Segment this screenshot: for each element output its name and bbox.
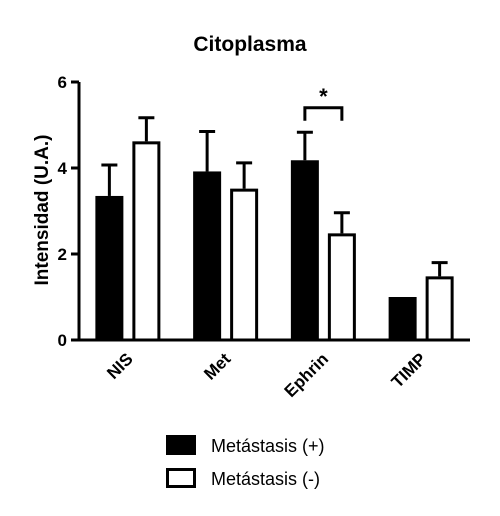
x-tick-label: Met <box>200 349 234 383</box>
legend-label: Metástasis (+) <box>211 436 325 456</box>
y-tick-label: 2 <box>58 245 67 264</box>
x-tick-label: TIMP <box>388 349 430 391</box>
y-tick-label: 6 <box>58 73 67 92</box>
bar-ephrin-metastasis-neg <box>327 233 356 342</box>
x-tick-label: Ephrin <box>281 349 333 401</box>
bar-met-metastasis-neg <box>230 188 259 342</box>
bar-timp-metastasis-pos <box>388 297 417 342</box>
significance-label: * <box>319 84 328 109</box>
bar-met-metastasis-pos <box>193 171 222 342</box>
legend-swatch <box>166 435 196 455</box>
significance-bracket <box>303 106 344 121</box>
bar-nis-metastasis-pos <box>95 195 124 342</box>
legend-label: Metástasis (-) <box>211 469 320 489</box>
bar-ephrin-metastasis-pos <box>290 160 319 342</box>
y-tick-label: 4 <box>58 159 68 178</box>
bar-nis-metastasis-neg <box>132 141 161 342</box>
chart-title: Citoplasma <box>193 33 307 56</box>
error-bars <box>101 116 448 277</box>
bar-timp-metastasis-neg <box>425 276 454 342</box>
y-tick-label: 0 <box>58 331 67 350</box>
x-tick-labels: NIS Met Ephrin TIMP <box>103 349 430 401</box>
bars <box>95 141 454 342</box>
y-axis-label: Intensidad (U.A.) <box>32 135 53 286</box>
x-tick-label: NIS <box>103 349 136 382</box>
legend: Metástasis (+) Metástasis (-) <box>166 435 325 489</box>
significance-marker: * <box>303 84 344 121</box>
legend-swatch <box>166 468 196 488</box>
